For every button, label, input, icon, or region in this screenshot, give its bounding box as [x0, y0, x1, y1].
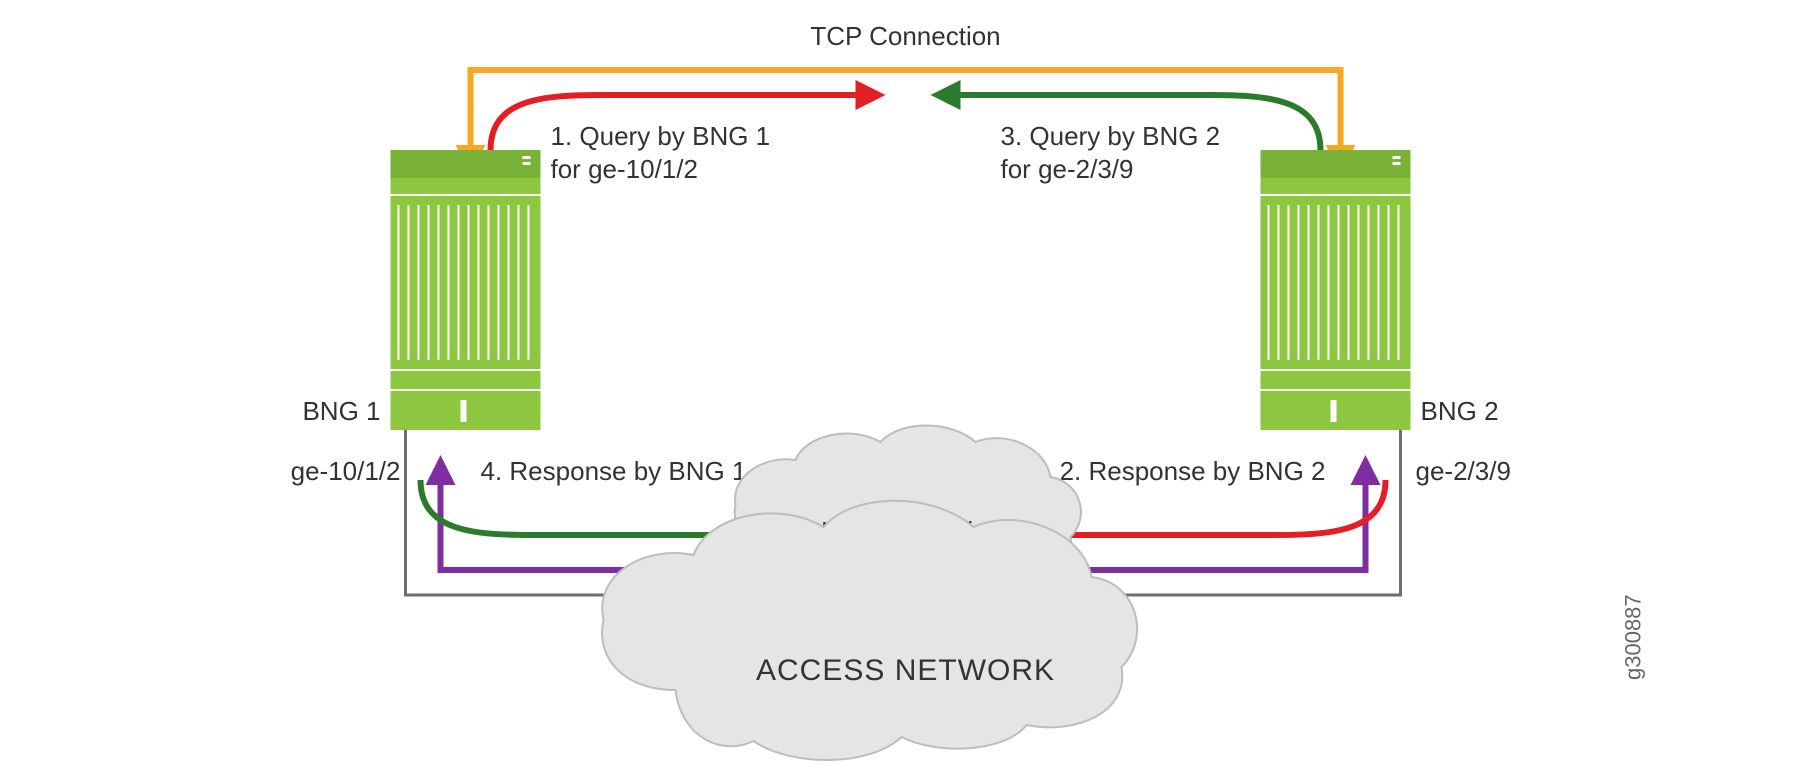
bng2-device [1261, 150, 1411, 430]
figure-id: g300887 [1621, 594, 1646, 680]
query2-label-line2: for ge-2/3/9 [1001, 154, 1134, 184]
bng1-device [391, 150, 541, 430]
query1-label-line2: for ge-10/1/2 [551, 154, 698, 184]
response1-label: 4. Response by BNG 1 [481, 456, 747, 486]
query2-label-line1: 3. Query by BNG 2 [1001, 121, 1221, 151]
access-cloud [602, 501, 1137, 760]
bng2-interface-label: ge-2/3/9 [1416, 456, 1511, 486]
response2-label: 2. Response by BNG 2 [1060, 456, 1326, 486]
tcp-label: TCP Connection [810, 21, 1000, 51]
query1-label-line1: 1. Query by BNG 1 [551, 121, 771, 151]
bng1-label: BNG 1 [302, 396, 380, 426]
bng2-label: BNG 2 [1421, 396, 1499, 426]
response1-arrow [421, 480, 751, 535]
access-label: ACCESS NETWORK [756, 654, 1055, 687]
response2-arrow [1056, 480, 1386, 535]
bng1-interface-label: ge-10/1/2 [291, 456, 401, 486]
network-diagram: TCP Connection 1. Query by BNG 1 for ge-… [0, 0, 1801, 770]
